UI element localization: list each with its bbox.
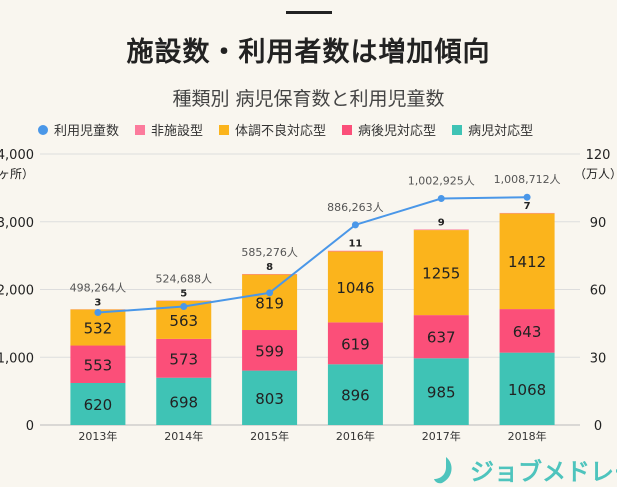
bar-value-label: 553 xyxy=(84,356,113,374)
users-label: 1,002,925人 xyxy=(408,175,475,188)
bar-value-label: 1046 xyxy=(336,279,374,297)
y-right-tick: 0 xyxy=(594,419,602,434)
bar-non_facility xyxy=(242,274,297,275)
logo-text: ジョブメドレー xyxy=(470,452,617,487)
users-point xyxy=(266,289,273,296)
y-right-tick: 30 xyxy=(590,351,607,366)
y-right-tick: 60 xyxy=(590,284,607,299)
bar-value-label: 1068 xyxy=(508,381,546,399)
bar-value-label: 11 xyxy=(348,239,362,250)
y-right-tick: 120 xyxy=(586,148,611,163)
bar-value-label: 1412 xyxy=(508,253,546,271)
users-label: 585,276人 xyxy=(241,246,298,259)
bar-value-label: 573 xyxy=(169,350,198,368)
bar-value-label: 643 xyxy=(513,323,542,341)
bar-value-label: 698 xyxy=(169,393,198,411)
users-point xyxy=(524,194,531,201)
bar-value-label: 985 xyxy=(427,384,456,402)
users-label: 1,008,712人 xyxy=(494,173,561,186)
y-left-tick: 3,000 xyxy=(0,216,34,231)
users-point xyxy=(180,303,187,310)
users-point xyxy=(94,309,101,316)
x-tick: 2014年 xyxy=(164,429,203,443)
x-tick: 2018年 xyxy=(508,429,547,443)
users-point xyxy=(352,221,359,228)
y-left-tick: 4,000 xyxy=(0,148,34,163)
y-right-tick: 90 xyxy=(590,216,607,231)
users-point xyxy=(438,195,445,202)
bar-non_facility xyxy=(328,251,383,252)
users-label: 524,688人 xyxy=(156,272,213,285)
bar-value-label: 3 xyxy=(94,297,101,308)
bar-value-label: 532 xyxy=(84,320,113,338)
bar-value-label: 819 xyxy=(255,294,284,312)
y-left-tick: 1,000 xyxy=(0,351,34,366)
x-tick: 2017年 xyxy=(422,429,461,443)
y-left-tick: 2,000 xyxy=(0,284,34,299)
bar-value-label: 599 xyxy=(255,342,284,360)
users-label: 886,263人 xyxy=(327,201,384,214)
logo-icon xyxy=(432,455,462,485)
bar-non_facility xyxy=(414,229,469,230)
bar-value-label: 7 xyxy=(524,201,531,212)
bar-value-label: 563 xyxy=(169,312,198,330)
x-tick: 2016年 xyxy=(336,429,375,443)
bar-value-label: 620 xyxy=(84,396,113,414)
y-left-tick: 0 xyxy=(26,419,34,434)
y-right-unit: （万人） xyxy=(574,167,617,181)
bar-value-label: 8 xyxy=(266,262,273,273)
y-left-unit: （ヶ所） xyxy=(0,167,34,181)
x-tick: 2015年 xyxy=(250,429,289,443)
bar-value-label: 1255 xyxy=(422,265,460,283)
x-tick: 2013年 xyxy=(78,429,117,443)
bar-value-label: 896 xyxy=(341,387,370,405)
bar-value-label: 9 xyxy=(438,217,445,228)
bar-value-label: 637 xyxy=(427,329,456,347)
bar-value-label: 619 xyxy=(341,335,370,353)
logo: ジョブメドレー xyxy=(432,452,617,487)
users-label: 498,264人 xyxy=(70,281,127,294)
bar-value-label: 803 xyxy=(255,390,284,408)
bar-value-label: 5 xyxy=(180,288,187,299)
